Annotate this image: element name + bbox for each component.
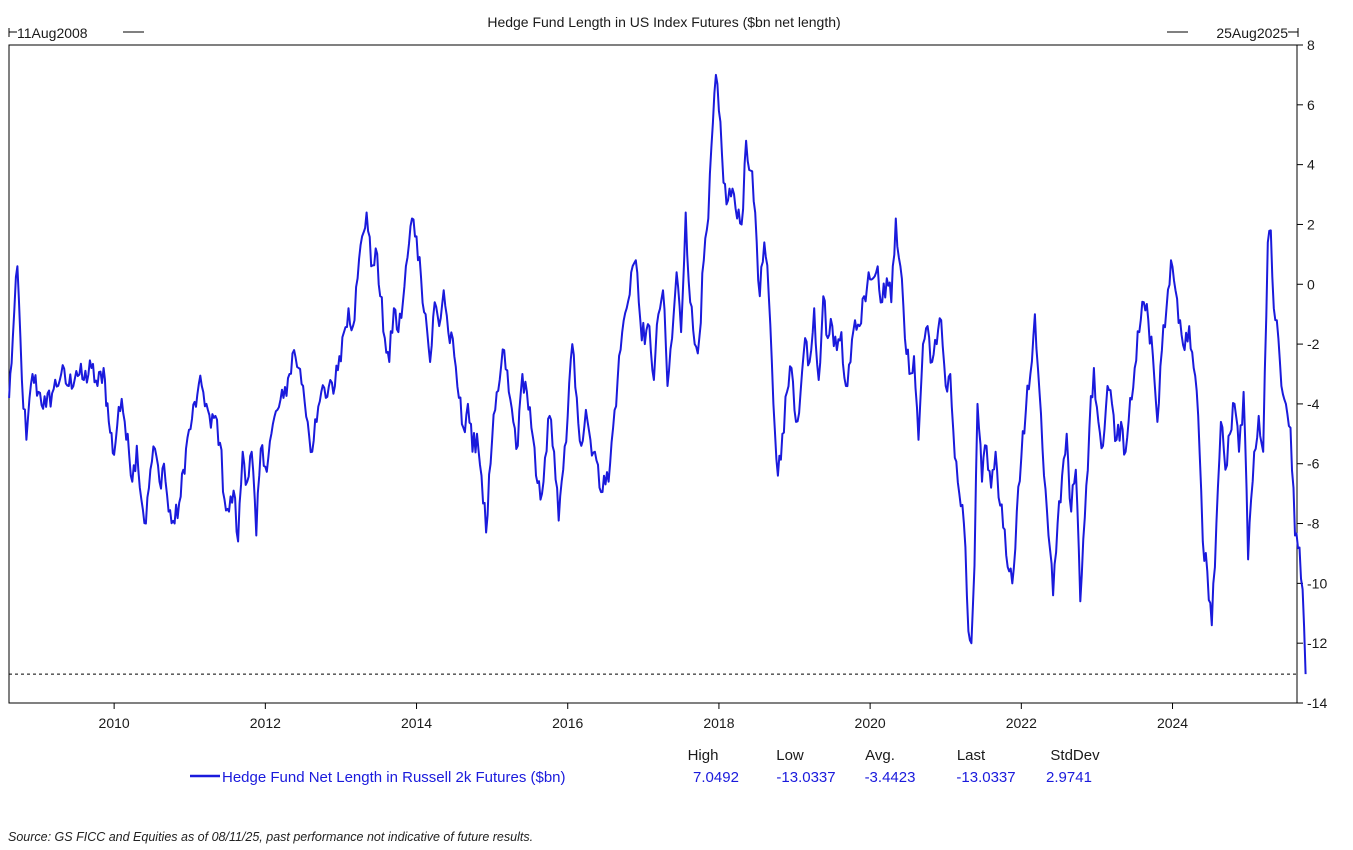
x-tick-label: 2014 [401, 715, 432, 731]
x-tick-label: 2024 [1157, 715, 1188, 731]
stat-value-stddev: 2.9741 [1046, 769, 1092, 786]
y-tick-label: 6 [1307, 97, 1315, 113]
x-tick-label: 2018 [703, 715, 734, 731]
series-line [8, 73, 1307, 675]
stat-value-high: 7.0492 [693, 769, 739, 786]
y-tick-label: -6 [1307, 456, 1320, 472]
stat-header-avg: Avg. [865, 747, 895, 764]
y-tick-label: -8 [1307, 516, 1320, 532]
stat-header-low: Low [776, 747, 804, 764]
x-tick-label: 2012 [250, 715, 281, 731]
y-axis: 8 6 4 2 0 -2 -4 -6 -8 -10 -12 -14 [1297, 37, 1327, 711]
stat-header-last: Last [957, 747, 986, 764]
start-date-marker: 11Aug2008 [8, 25, 144, 41]
stat-value-low: -13.0337 [776, 769, 835, 786]
x-tick-label: 2010 [99, 715, 130, 731]
chart-title: Hedge Fund Length in US Index Futures ($… [487, 14, 840, 30]
y-tick-label: 2 [1307, 216, 1315, 232]
end-date-label: 25Aug2025 [1216, 25, 1288, 41]
series-group [8, 73, 1307, 675]
y-tick-label: -14 [1307, 695, 1327, 711]
y-tick-label: -12 [1307, 635, 1327, 651]
x-axis: 2010 2012 2014 2016 2018 2020 2022 2024 [99, 703, 1188, 731]
x-tick-label: 2016 [552, 715, 583, 731]
stat-value-last: -13.0337 [956, 769, 1015, 786]
stat-header-stddev: StdDev [1050, 747, 1100, 764]
stat-value-avg: -3.4423 [865, 769, 916, 786]
y-tick-label: 4 [1307, 157, 1315, 173]
y-tick-label: -10 [1307, 575, 1327, 591]
legend-series-label: Hedge Fund Net Length in Russell 2k Futu… [222, 769, 566, 786]
x-tick-label: 2020 [855, 715, 886, 731]
y-tick-label: 8 [1307, 37, 1315, 53]
legend: Hedge Fund Net Length in Russell 2k Futu… [190, 747, 1100, 786]
x-tick-label: 2022 [1006, 715, 1037, 731]
y-tick-label: -2 [1307, 336, 1320, 352]
y-tick-label: -4 [1307, 396, 1320, 412]
source-note: Source: GS FICC and Equities as of 08/11… [8, 830, 534, 844]
stat-header-high: High [688, 747, 719, 764]
start-date-label: 11Aug2008 [17, 25, 88, 41]
y-tick-label: 0 [1307, 276, 1315, 292]
end-date-marker: 25Aug2025 [1167, 25, 1299, 41]
